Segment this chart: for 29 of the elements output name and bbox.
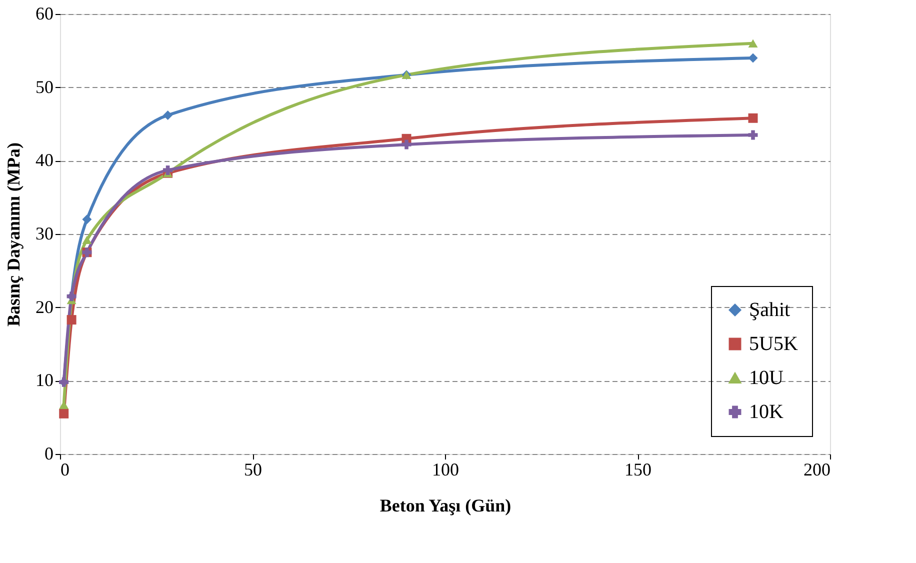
- legend-label: 10U: [749, 367, 784, 389]
- point: [748, 130, 758, 140]
- y-tick-label: 40: [36, 150, 54, 170]
- x-tick-label: 100: [432, 460, 459, 480]
- point: [59, 408, 69, 418]
- point: [82, 214, 92, 224]
- legend-label: 5U5K: [749, 333, 798, 355]
- point: [163, 165, 173, 175]
- x-tick-label: 0: [60, 460, 70, 480]
- point: [82, 236, 92, 244]
- point: [748, 39, 758, 48]
- legend-label: 10K: [749, 401, 784, 423]
- x-tick-label: 200: [804, 460, 830, 480]
- x-tick-label: 150: [624, 460, 652, 480]
- y-tick-label: 60: [36, 4, 54, 24]
- point: [163, 110, 173, 120]
- y-axis-title: Basınç Dayanımı (MPa): [4, 142, 24, 326]
- y-tick-label: 20: [36, 296, 54, 317]
- point: [748, 53, 758, 63]
- point: [748, 113, 758, 123]
- y-tick-label: 50: [36, 76, 54, 97]
- y-tick-label: 10: [36, 370, 54, 390]
- point: [402, 140, 412, 150]
- legend-label: Şahit: [749, 299, 791, 321]
- point: [66, 315, 76, 325]
- x-tick-label: 50: [244, 460, 262, 480]
- y-tick-label: 0: [44, 444, 54, 464]
- y-tick-label: 30: [36, 224, 54, 244]
- x-axis-title: Beton Yaşı (Gün): [380, 496, 512, 516]
